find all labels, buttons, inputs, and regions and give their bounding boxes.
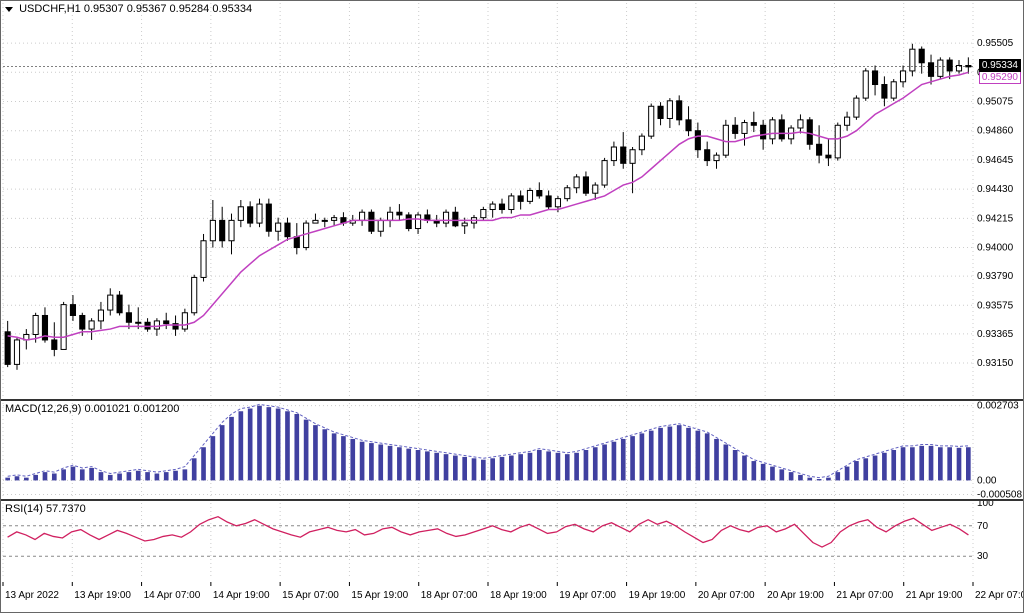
svg-text:0.00: 0.00	[977, 475, 997, 486]
price-ma-badge: 0.95290	[979, 71, 1021, 84]
xaxis-svg: 13 Apr 2022 13 Apr 19:00 14 Apr 07:00 14 Ap…	[1, 582, 1023, 612]
svg-text:70: 70	[977, 521, 989, 532]
svg-text:21 Apr 07:00: 21 Apr 07:00	[836, 590, 893, 601]
svg-text:15 Apr 19:00: 15 Apr 19:00	[351, 590, 408, 601]
rsi-title: RSI(14) 57.7370	[5, 503, 86, 515]
svg-text:100: 100	[977, 501, 994, 509]
macd-title: MACD(12,26,9) 0.001021 0.001200	[5, 403, 179, 415]
svg-text:0.93790: 0.93790	[977, 271, 1014, 282]
svg-text:14 Apr 07:00: 14 Apr 07:00	[144, 590, 201, 601]
price-chart-svg: 0.93150 0.93365 0.93575 0.93790 0.94000 0.942…	[1, 1, 1023, 399]
price-current-badge: 0.95334	[979, 59, 1021, 72]
macd-panel[interactable]: MACD(12,26,9) 0.001021 0.001200 -0.00050…	[1, 401, 1023, 501]
macd-label: MACD(12,26,9)	[5, 403, 81, 415]
ohlc-c: 0.95334	[212, 3, 252, 15]
svg-text:0.94645: 0.94645	[977, 155, 1014, 166]
svg-text:15 Apr 07:00: 15 Apr 07:00	[282, 590, 339, 601]
svg-text:0.93150: 0.93150	[977, 358, 1014, 369]
macd-val-2: 0.001200	[133, 403, 179, 415]
macd-val-1: 0.001021	[84, 403, 130, 415]
x-axis: 13 Apr 2022 13 Apr 19:00 14 Apr 07:00 14 Ap…	[1, 582, 1023, 612]
svg-text:0.94860: 0.94860	[977, 126, 1014, 137]
svg-text:19 Apr 07:00: 19 Apr 07:00	[559, 590, 616, 601]
svg-text:18 Apr 19:00: 18 Apr 19:00	[490, 590, 547, 601]
rsi-value: 57.7370	[46, 503, 86, 515]
svg-text:0.002703: 0.002703	[977, 401, 1019, 412]
svg-text:13 Apr 19:00: 13 Apr 19:00	[74, 590, 131, 601]
ohlc-h: 0.95367	[127, 3, 167, 15]
dropdown-icon[interactable]	[5, 7, 13, 12]
svg-text:0.94215: 0.94215	[977, 213, 1014, 224]
svg-text:0.93575: 0.93575	[977, 300, 1014, 311]
svg-text:0.94000: 0.94000	[977, 243, 1014, 254]
symbol-label: USDCHF,H1	[19, 3, 81, 15]
rsi-label: RSI(14)	[5, 503, 43, 515]
ohlc-o: 0.95307	[84, 3, 124, 15]
rsi-panel[interactable]: RSI(14) 57.7370 30 70 100	[1, 501, 1023, 583]
price-panel[interactable]: USDCHF,H1 0.95307 0.95367 0.95284 0.9533…	[1, 1, 1023, 401]
svg-text:22 Apr 07:00: 22 Apr 07:00	[975, 590, 1023, 601]
svg-text:13 Apr 2022: 13 Apr 2022	[5, 590, 59, 601]
svg-text:14 Apr 19:00: 14 Apr 19:00	[213, 590, 270, 601]
svg-text:21 Apr 19:00: 21 Apr 19:00	[906, 590, 963, 601]
svg-text:-0.000508: -0.000508	[977, 489, 1022, 499]
svg-text:30: 30	[977, 551, 989, 562]
svg-text:0.93365: 0.93365	[977, 329, 1014, 340]
svg-text:0.95505: 0.95505	[977, 38, 1014, 49]
ohlc-l: 0.95284	[170, 3, 210, 15]
svg-text:20 Apr 19:00: 20 Apr 19:00	[767, 590, 824, 601]
svg-text:0.95075: 0.95075	[977, 97, 1014, 108]
symbol-title: USDCHF,H1 0.95307 0.95367 0.95284 0.9533…	[5, 3, 252, 15]
svg-text:0.94430: 0.94430	[977, 184, 1014, 195]
svg-text:19 Apr 19:00: 19 Apr 19:00	[629, 590, 686, 601]
macd-chart-svg: -0.000508 0.00 0.002703	[1, 401, 1023, 499]
svg-text:20 Apr 07:00: 20 Apr 07:00	[698, 590, 755, 601]
rsi-chart-svg: 30 70 100	[1, 501, 1023, 581]
svg-text:18 Apr 07:00: 18 Apr 07:00	[421, 590, 478, 601]
trading-chart: USDCHF,H1 0.95307 0.95367 0.95284 0.9533…	[0, 0, 1024, 613]
